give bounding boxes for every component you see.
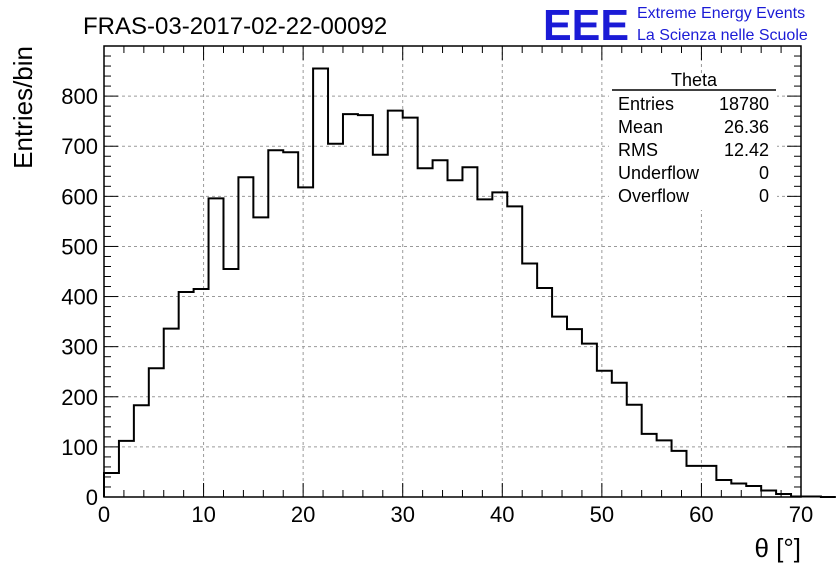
histogram-bin [642, 434, 657, 497]
histogram-bin [582, 344, 597, 497]
histogram-bin [179, 292, 194, 497]
histogram-bin [433, 160, 448, 497]
stats-row-label: Mean [618, 117, 663, 137]
histogram-bin [627, 405, 642, 497]
x-tick-label: 70 [789, 502, 813, 527]
stats-row-label: Underflow [618, 163, 700, 183]
x-tick-label: 30 [390, 502, 414, 527]
histogram-bin [686, 466, 701, 497]
stats-box: Theta Entries 18780 Mean 26.36 RMS 12.42 Under… [609, 70, 777, 210]
histogram-bin [298, 187, 313, 497]
y-tick-label: 700 [61, 134, 98, 159]
stats-row-value: 0 [759, 186, 769, 206]
stats-row-label: RMS [618, 140, 658, 160]
histogram-bin [268, 150, 283, 497]
histogram-bin [657, 440, 672, 497]
histogram-bin [612, 383, 627, 497]
x-tick-label: 40 [490, 502, 514, 527]
y-axis-title: Entries/bin [8, 46, 38, 169]
x-tick-label: 20 [291, 502, 315, 527]
chart-title: FRAS-03-2017-02-22-00092 [83, 13, 387, 40]
histogram-bin [507, 206, 522, 497]
stats-row-value: 12.42 [724, 140, 769, 160]
histogram-bin [448, 180, 463, 497]
stats-rows: Entries 18780 Mean 26.36 RMS 12.42 Underflow 0 O… [618, 94, 769, 206]
histogram-bin [806, 496, 821, 497]
histogram-bin [492, 192, 507, 497]
histogram-bin [164, 329, 179, 497]
axis-ticks [103, 45, 802, 498]
histogram-bin [537, 288, 552, 497]
stats-row-label: Overflow [618, 186, 690, 206]
histogram-bin [716, 480, 731, 497]
plot-frame [103, 45, 802, 498]
logo-line-2: La Scienza nelle Scuole [637, 27, 808, 44]
histogram-bin [194, 289, 209, 497]
histogram-bin [119, 441, 134, 497]
grid-lines [104, 46, 801, 497]
histogram-bin [597, 371, 612, 497]
histogram-bin [209, 198, 224, 497]
y-tick-label: 100 [61, 435, 98, 460]
x-tick-label: 60 [689, 502, 713, 527]
histogram-bin [462, 167, 477, 497]
histogram-bin [552, 317, 567, 497]
histogram-bin [149, 368, 164, 497]
x-tick-label: 0 [98, 502, 110, 527]
y-tick-label: 500 [61, 234, 98, 259]
logo-line-1: Extreme Energy Events [637, 5, 805, 22]
y-tick-label: 800 [61, 84, 98, 109]
histogram-bin [746, 486, 761, 497]
histogram-line [103, 67, 836, 498]
y-tick-label: 200 [61, 385, 98, 410]
histogram-bin [672, 451, 687, 497]
stats-box-title: Theta [671, 70, 718, 90]
x-axis-title: θ [°] [754, 533, 801, 563]
y-tick-label: 300 [61, 335, 98, 360]
histogram-bin [388, 111, 403, 497]
histogram-bin [358, 115, 373, 497]
y-tick-labels: 0 100 200 300 400 500 600 700 800 [61, 84, 98, 510]
histogram-bin [761, 490, 776, 497]
stats-row-value: 0 [759, 163, 769, 183]
x-tick-labels: 0 10 20 30 40 50 60 70 [98, 502, 813, 527]
histogram-bin [731, 483, 746, 497]
y-tick-label: 400 [61, 285, 98, 310]
histogram-bin [223, 269, 238, 497]
histogram-bin [373, 155, 388, 497]
histogram-bin [477, 199, 492, 497]
x-tick-label: 50 [590, 502, 614, 527]
stats-row-value: 18780 [719, 94, 769, 114]
histogram-bin [701, 466, 716, 497]
histogram-bin [253, 217, 268, 497]
y-tick-label: 0 [86, 485, 98, 510]
histogram-bin [313, 69, 328, 497]
histogram-bin [134, 405, 149, 497]
histogram-bin [283, 152, 298, 497]
stats-box-background [609, 73, 777, 210]
histogram-bin [343, 114, 358, 497]
eee-logo: EEE Extreme Energy Events La Scienza nel… [543, 1, 808, 50]
stats-row-label: Entries [618, 94, 674, 114]
y-tick-label: 600 [61, 184, 98, 209]
histogram-bin [238, 177, 253, 497]
histogram-bin [522, 263, 537, 497]
histogram-bin [567, 329, 582, 497]
histogram-bin [403, 118, 418, 497]
x-tick-label: 10 [191, 502, 215, 527]
histogram-bin [328, 144, 343, 497]
histogram-bin [418, 168, 433, 497]
logo-mark: EEE [543, 1, 629, 50]
stats-row-value: 26.36 [724, 117, 769, 137]
